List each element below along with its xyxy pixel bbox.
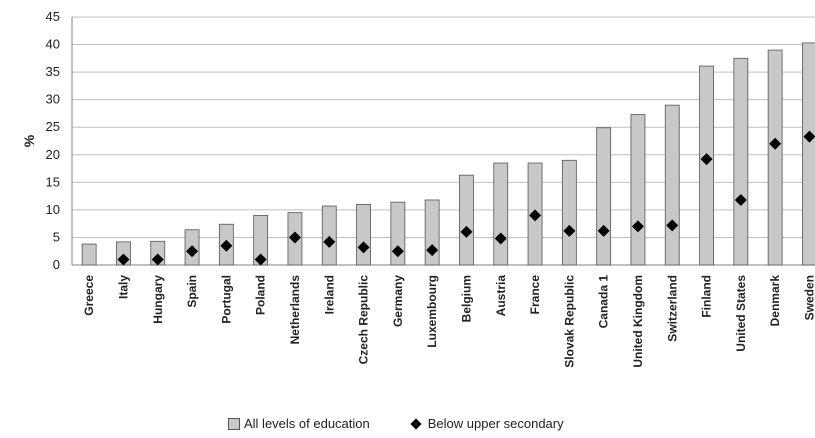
bar xyxy=(664,104,680,266)
marker-point xyxy=(734,193,747,206)
x-tick-label: United Kingdom xyxy=(631,275,645,368)
x-tick-label: Netherlands xyxy=(288,275,302,345)
y-tick-label: 15 xyxy=(46,174,60,189)
x-tick-label: Czech Republic xyxy=(357,275,371,365)
marker-point xyxy=(254,253,267,266)
bar xyxy=(699,65,714,266)
marker-point xyxy=(220,239,233,252)
bar xyxy=(802,42,815,266)
x-tick-label: Poland xyxy=(254,275,268,315)
marker-point xyxy=(666,219,679,232)
x-tick-label: Spain xyxy=(185,275,199,308)
x-tick-label: Hungary xyxy=(151,275,165,324)
bar xyxy=(321,205,337,266)
x-tick-label: Greece xyxy=(82,275,96,316)
bar xyxy=(81,243,97,266)
bar xyxy=(561,159,577,266)
legend-label-below-upper-secondary: Below upper secondary xyxy=(427,416,564,431)
legend: All levels of education Below upper seco… xyxy=(228,416,604,431)
marker-point xyxy=(803,130,815,143)
marker-point xyxy=(391,245,404,258)
marker-point xyxy=(700,153,713,166)
x-tick-label: Portugal xyxy=(219,275,233,324)
x-tick-label: Italy xyxy=(116,275,130,299)
x-tick-label: Canada 1 xyxy=(597,275,611,329)
x-tick-label: United States xyxy=(734,275,748,352)
y-tick-label: 30 xyxy=(46,92,60,107)
x-tick-label: Slovak Republic xyxy=(562,275,576,368)
bar xyxy=(630,114,646,266)
x-tick-label: Ireland xyxy=(322,275,336,314)
marker-point xyxy=(288,231,301,244)
x-tick-label: Finland xyxy=(700,275,714,318)
marker-point xyxy=(357,241,370,254)
marker-point xyxy=(597,224,610,237)
bar xyxy=(459,174,474,266)
marker-point xyxy=(631,220,644,233)
bar xyxy=(356,203,371,266)
x-tick-label: Austria xyxy=(494,275,508,317)
y-axis-label: % xyxy=(21,134,37,147)
x-tick-label: Germany xyxy=(391,275,405,327)
bar xyxy=(733,57,749,266)
marker-point xyxy=(426,244,439,257)
x-tick-label: Denmark xyxy=(768,275,782,327)
marker-point xyxy=(460,225,473,238)
bar xyxy=(596,127,612,266)
marker-point xyxy=(151,253,164,266)
y-tick-label: 35 xyxy=(46,64,60,79)
x-tick-label: Sweden xyxy=(802,275,815,320)
x-tick-label: France xyxy=(528,275,542,315)
legend-item-markers: Below upper secondary xyxy=(410,416,564,431)
legend-item-bars: All levels of education xyxy=(228,416,370,431)
bar xyxy=(493,162,509,266)
marker-point xyxy=(186,245,199,258)
y-tick-label: 40 xyxy=(46,37,60,52)
marker-point xyxy=(323,235,336,248)
marker-point xyxy=(117,253,130,266)
y-tick-label: 10 xyxy=(46,202,60,217)
marker-point xyxy=(769,137,782,150)
marker-point xyxy=(563,224,576,237)
y-tick-label: 0 xyxy=(53,257,60,272)
y-tick-label: 25 xyxy=(46,119,60,134)
x-tick-label: Luxembourg xyxy=(425,275,439,348)
legend-marker-swatch xyxy=(410,417,422,430)
legend-bar-swatch xyxy=(228,417,240,430)
y-tick-label: 5 xyxy=(53,229,60,244)
x-tick-label: Belgium xyxy=(459,275,473,322)
x-tick-label: Switzerland xyxy=(665,275,679,342)
bar xyxy=(767,49,783,266)
marker-point xyxy=(529,209,542,222)
legend-label-all-levels: All levels of education xyxy=(244,416,370,431)
marker-point xyxy=(494,232,507,245)
y-tick-label: 20 xyxy=(46,147,60,162)
y-tick-label: 45 xyxy=(46,9,60,24)
